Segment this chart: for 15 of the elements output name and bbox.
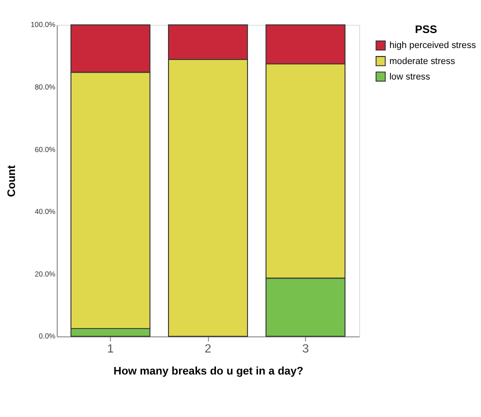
x-axis-title: How many breaks do u get in a day? [114, 365, 304, 378]
x-tick-label: 3 [302, 341, 310, 356]
legend-title: PSS [415, 24, 438, 36]
y-tick-label: 80.0% [34, 82, 56, 92]
y-tick-label: 20.0% [34, 269, 56, 278]
y-tick-label: 40.0% [34, 207, 56, 216]
y-axis-title: Count [6, 164, 18, 197]
legend-label: high perceived stress [389, 40, 476, 50]
legend-label: moderate stress [389, 56, 456, 66]
y-tick-label: 0.0% [38, 332, 56, 341]
x-tick-label: 1 [107, 341, 114, 356]
y-tick-label: 100.0% [30, 20, 56, 30]
x-tick-label: 2 [204, 341, 212, 356]
legend-label: low stress [389, 71, 431, 82]
y-tick-label: 60.0% [34, 144, 56, 154]
